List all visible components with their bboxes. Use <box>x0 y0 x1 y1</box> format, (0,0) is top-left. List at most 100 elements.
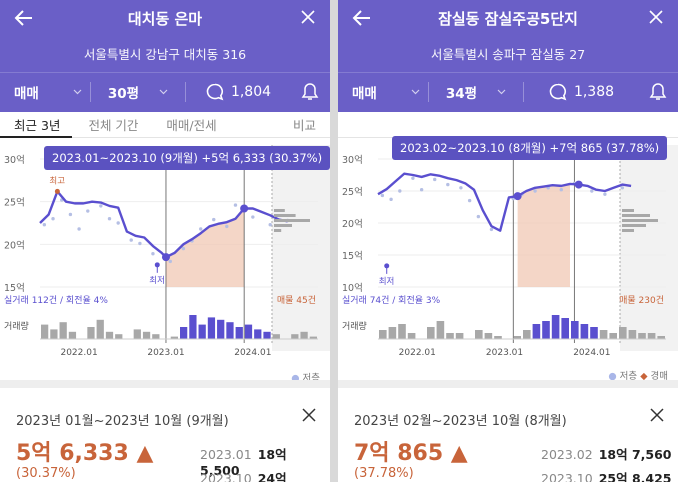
bell-icon <box>301 82 319 100</box>
period-tabs <box>338 112 678 138</box>
legend-dot-icon: ● <box>291 373 303 384</box>
volume-bar <box>475 330 483 339</box>
volume-bar <box>571 321 579 339</box>
apartment-title: 대치동 은마 <box>127 10 203 28</box>
volume-bar <box>309 336 317 339</box>
trade-info: 실거래 112건 / 회전율 4% <box>4 295 108 306</box>
tab-sale-jeonse[interactable]: 매매/전세 <box>166 118 217 133</box>
bell-icon <box>649 82 667 100</box>
apartment-panel-daechi: 대치동 은마 서울특별시 강남구 대치동 316 매매 30평 1,804 최근… <box>0 0 330 482</box>
legend-low-floor: 저층 <box>619 371 638 382</box>
volume-bar <box>388 327 397 339</box>
volume-bar <box>628 330 637 339</box>
trade-point <box>590 189 594 193</box>
listing-area <box>272 145 330 351</box>
volume-bar <box>398 324 406 339</box>
volume-bar <box>523 330 531 339</box>
legend-auction: 경매 <box>650 371 668 382</box>
listing-histogram-bar <box>274 214 296 217</box>
volume-bar <box>580 324 589 339</box>
volume-bar <box>407 333 416 339</box>
volume-bar <box>226 322 234 339</box>
period-tabs: 최근 3년 전체 기간 매매/전세 비교 <box>0 112 330 138</box>
close-icon[interactable] <box>302 408 316 422</box>
trade-point <box>411 176 415 180</box>
highlight-area <box>165 208 245 287</box>
size-select[interactable]: 30평 <box>91 82 185 102</box>
trade-point <box>476 214 481 219</box>
trade-point <box>68 212 73 217</box>
volume-bar <box>235 327 243 339</box>
apartment-title: 잠실동 잠실주공5단지 <box>438 10 578 28</box>
x-tick-label: 2023.01 <box>147 348 184 358</box>
price-chart[interactable]: 30억 25억 20억 15억 최고 최저 실거래 112건 / 회전율 4% 매물 45건 거… <box>0 139 330 383</box>
chevron-down-icon <box>411 89 420 94</box>
close-icon[interactable] <box>650 408 664 422</box>
trade-point <box>251 215 255 219</box>
size-select[interactable]: 34평 <box>429 82 523 102</box>
volume-bar <box>217 319 225 339</box>
summary-period: 2023년 01월~2023년 10월 (9개월) <box>16 414 229 429</box>
high-point <box>54 188 60 194</box>
y-tick-label: 15억 <box>4 282 25 294</box>
listing-histogram-bar <box>622 214 650 217</box>
back-arrow-icon[interactable] <box>350 6 374 30</box>
volume-bar <box>96 319 104 339</box>
volume-bar <box>133 329 141 339</box>
legend-dot-icon: ● <box>608 371 620 382</box>
price-diff-pct: (30.37%) <box>16 466 76 481</box>
volume-bar <box>638 333 646 339</box>
trade-point <box>389 197 393 202</box>
volume-bar <box>180 327 188 339</box>
trade-point <box>533 189 537 193</box>
divider <box>428 81 429 102</box>
high-label: 최고 <box>49 175 65 186</box>
alarm-button[interactable] <box>290 82 330 102</box>
tab-compare[interactable]: 비교 <box>292 118 316 133</box>
speech-bubble-icon <box>206 83 224 100</box>
summary-period: 2023년 02월~2023년 10월 (8개월) <box>354 414 567 429</box>
back-arrow-icon[interactable] <box>12 6 36 30</box>
trade-point <box>225 224 229 229</box>
apartment-address: 서울특별시 송파구 잠실동 27 <box>430 47 586 62</box>
listing-area <box>620 145 678 351</box>
chart-legend: ● 저층 <box>291 370 320 384</box>
legend-diamond-icon: ◆ <box>640 371 651 382</box>
trade-point <box>77 227 81 231</box>
x-tick-label: 2022.01 <box>60 348 97 358</box>
start-price: 18억 5,500 <box>200 447 287 478</box>
talk-count: 1,804 <box>230 83 272 100</box>
range-endpoint <box>240 204 249 213</box>
deal-type-select[interactable]: 매매 <box>0 82 90 102</box>
divider <box>185 81 186 102</box>
talk-button[interactable]: 1,804 <box>186 82 290 102</box>
deal-type-select[interactable]: 매매 <box>338 82 428 102</box>
trade-point <box>107 217 112 221</box>
listing-histogram-bar <box>622 224 646 227</box>
close-icon[interactable] <box>298 7 318 27</box>
trade-info: 실거래 74건 / 회전율 3% <box>342 295 441 306</box>
range-endpoint <box>513 192 522 201</box>
alarm-button[interactable] <box>638 82 678 102</box>
volume-bar <box>599 330 608 339</box>
talk-button[interactable]: 1,388 <box>524 82 638 102</box>
price-chart[interactable]: 30억 25억 20억 15억 10억 최저 실거래 74건 / 회전율 3% 매물 230건… <box>338 139 678 383</box>
speech-bubble-icon <box>549 83 567 100</box>
trade-point <box>181 246 186 251</box>
volume-bar <box>170 336 178 339</box>
trade-point <box>268 223 272 227</box>
volume-bar <box>619 327 627 339</box>
trade-point <box>51 217 55 221</box>
tab-all-period[interactable]: 전체 기간 <box>88 118 139 133</box>
volume-bar <box>542 321 550 339</box>
highlight-area <box>517 183 570 287</box>
close-icon[interactable] <box>646 7 666 27</box>
volume-bar <box>551 315 560 339</box>
volume-bar <box>590 327 598 339</box>
volume-label: 거래량 <box>4 320 29 332</box>
volume-bar <box>115 334 123 339</box>
tab-recent-3y[interactable]: 최근 3년 <box>14 118 61 133</box>
volume-bar <box>68 331 77 339</box>
